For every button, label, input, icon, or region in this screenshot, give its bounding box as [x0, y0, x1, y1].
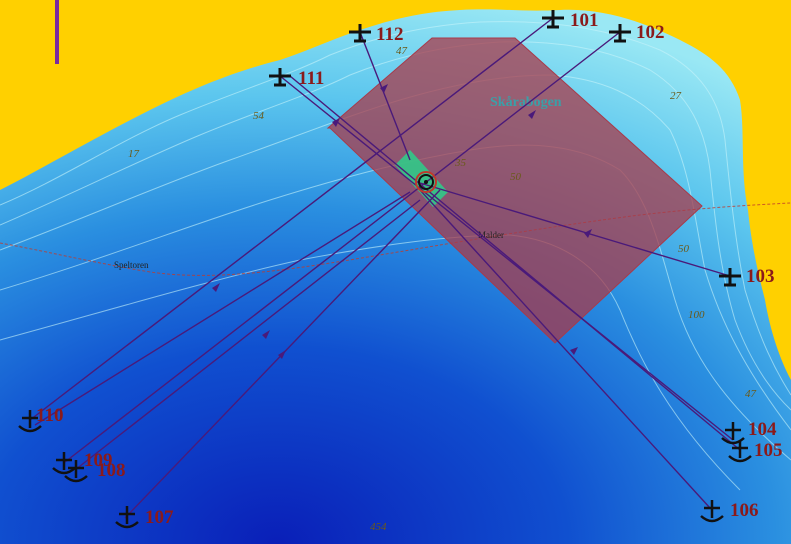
- legend-swatch: [55, 0, 59, 64]
- station-107[interactable]: 107: [115, 506, 174, 529]
- target-marker: [415, 171, 437, 193]
- anchor-icon: [115, 506, 139, 529]
- depth-value: 100: [688, 309, 705, 321]
- plane-icon: [269, 68, 291, 87]
- station-103[interactable]: 103: [719, 266, 775, 287]
- station-label: 102: [636, 22, 665, 43]
- station-label: 101: [570, 10, 599, 31]
- station-label: 107: [145, 507, 174, 528]
- depth-value: 47: [396, 45, 408, 57]
- station-105[interactable]: 105: [728, 440, 783, 463]
- depth-value: 35: [454, 157, 467, 169]
- anchor-icon: [64, 460, 88, 483]
- station-108[interactable]: 108: [64, 460, 126, 483]
- depth-value: 47: [745, 388, 757, 400]
- plane-icon: [609, 24, 631, 43]
- depth-value: 50: [510, 171, 522, 183]
- station-label: 112: [376, 24, 403, 45]
- station-label: 104: [748, 419, 777, 440]
- station-102[interactable]: 102: [609, 22, 665, 43]
- station-109[interactable]: 109: [52, 450, 113, 475]
- anchor-icon: [700, 500, 724, 523]
- track-lines: [29, 17, 741, 519]
- marker-label: Malder: [478, 230, 504, 240]
- station-label: 110: [36, 405, 63, 426]
- station-111[interactable]: 111: [269, 68, 324, 89]
- plane-icon: [349, 24, 371, 43]
- depth-value: 27: [670, 90, 682, 102]
- track-arrows: [212, 84, 592, 359]
- station-label: 109: [84, 450, 113, 471]
- depth-value: 17: [128, 148, 140, 160]
- anchor-icon: [728, 440, 752, 463]
- station-label: 106: [730, 500, 759, 521]
- station-label: 105: [754, 440, 783, 461]
- anchor-icon: [52, 452, 76, 475]
- target-area: [395, 150, 448, 207]
- depth-value: 54: [253, 110, 265, 122]
- station-label: 103: [746, 266, 775, 287]
- place-name: Skårabogen: [490, 95, 562, 110]
- station-label: 108: [97, 460, 126, 481]
- station-label: 111: [298, 68, 324, 89]
- contour-label: Speltoren: [114, 260, 149, 270]
- station-104[interactable]: 104: [721, 419, 777, 445]
- plane-icon: [542, 10, 564, 29]
- anchor-icon: [721, 422, 745, 445]
- station-106[interactable]: 106: [700, 500, 759, 523]
- depth-value: 454: [370, 521, 387, 533]
- survey-area: [326, 37, 703, 344]
- station-110[interactable]: 110: [18, 405, 63, 433]
- depth-value: 50: [678, 243, 690, 255]
- station-112[interactable]: 112: [349, 24, 403, 45]
- plane-icon: [719, 268, 741, 287]
- station-101[interactable]: 101: [542, 10, 599, 31]
- anchor-icon: [18, 410, 42, 433]
